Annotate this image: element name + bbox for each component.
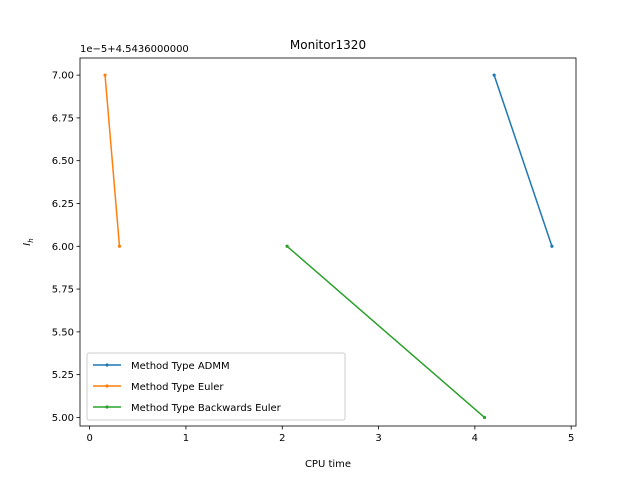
legend-marker bbox=[105, 384, 109, 388]
x-tick-label: 4 bbox=[472, 433, 478, 444]
legend-frame bbox=[86, 352, 346, 421]
legend-marker bbox=[105, 363, 109, 367]
y-tick-label: 5.75 bbox=[52, 285, 74, 296]
series-line bbox=[286, 245, 485, 419]
y-tick-label: 6.25 bbox=[52, 199, 74, 210]
y-tick-label: 6.50 bbox=[52, 156, 74, 167]
series-line bbox=[493, 74, 553, 247]
x-tick-label: 0 bbox=[86, 433, 92, 444]
y-tick-label: 6.00 bbox=[52, 242, 74, 253]
y-tick-label: 5.25 bbox=[52, 370, 74, 381]
legend-marker bbox=[105, 405, 109, 409]
x-tick-label: 3 bbox=[375, 433, 381, 444]
data-point bbox=[550, 244, 554, 248]
data-point bbox=[117, 244, 122, 248]
y-axis-label: Ih bbox=[22, 238, 35, 245]
chart-title: Monitor1320 bbox=[290, 38, 366, 52]
x-axis-label: CPU time bbox=[305, 459, 351, 470]
y-axis-offset-text: 1e−5+4.5436000000 bbox=[80, 44, 189, 55]
legend-label: Method Type Backwards Euler bbox=[131, 403, 282, 414]
y-tick-label: 7.00 bbox=[52, 71, 74, 82]
series-line bbox=[104, 75, 121, 247]
series-layer bbox=[103, 73, 554, 420]
plot-frame bbox=[79, 57, 577, 427]
data-point bbox=[482, 415, 487, 420]
y-tick-label: 6.75 bbox=[52, 113, 74, 124]
x-axis: 0 1 2 3 4 5 bbox=[86, 426, 574, 444]
x-tick-label: 5 bbox=[568, 433, 574, 444]
y-tick-label: 5.00 bbox=[52, 413, 74, 424]
data-point bbox=[103, 73, 107, 77]
y-tick-label: 5.50 bbox=[52, 327, 74, 338]
plot-area bbox=[79, 57, 577, 427]
data-point bbox=[492, 73, 496, 77]
data-point bbox=[285, 244, 289, 248]
x-tick-label: 1 bbox=[183, 433, 189, 444]
legend: Method Type ADMM Method Type Euler Method … bbox=[86, 352, 346, 421]
legend-label: Method Type ADMM bbox=[131, 361, 230, 372]
x-tick-label: 2 bbox=[279, 433, 285, 444]
y-axis: 5.00 5.25 5.50 5.75 6.00 6.25 6.50 6.75 7.00 bbox=[52, 71, 80, 424]
legend-label: Method Type Euler bbox=[131, 382, 224, 393]
